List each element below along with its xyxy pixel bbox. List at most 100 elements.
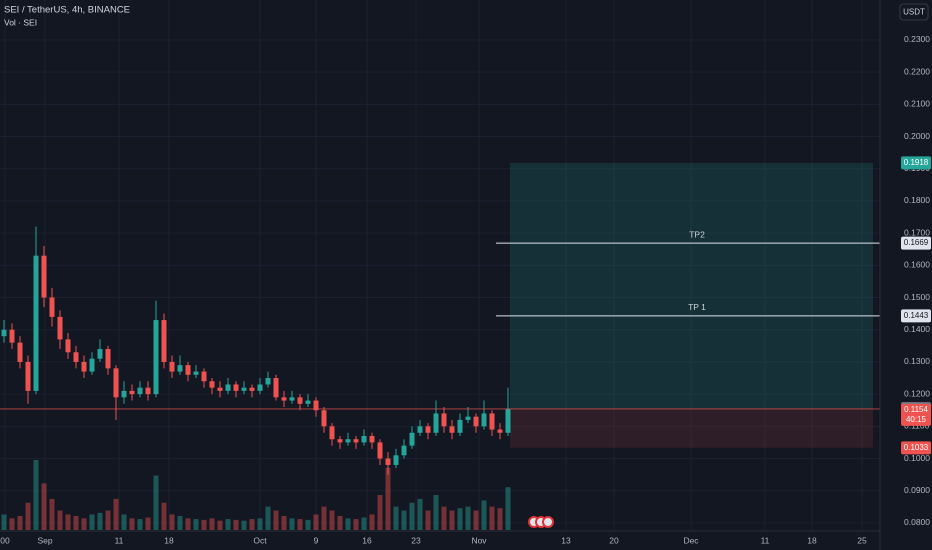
candle-body [25, 361, 31, 391]
candle-body [321, 410, 327, 427]
y-tick-label: 0.0900 [904, 485, 930, 495]
candle-body [289, 397, 295, 401]
y-tick-label: 0.1400 [904, 324, 930, 334]
currency-button-label[interactable]: USDT [903, 8, 925, 17]
volume-bar [41, 483, 47, 530]
candle-body [97, 349, 103, 359]
candle-body [233, 384, 239, 391]
candle-body [129, 390, 135, 395]
candle-body [65, 339, 71, 353]
x-tick-label: 20 [609, 535, 619, 545]
y-tick-label: 0.2200 [904, 66, 930, 76]
candle-body [457, 419, 463, 433]
volume-bar [465, 506, 471, 530]
candle-body [369, 435, 375, 443]
volume-bar [129, 518, 135, 530]
volume-bar [393, 506, 399, 530]
x-tick-label: Nov [471, 535, 487, 545]
y-tick-label: 0.1800 [904, 195, 930, 205]
y-tick-label: 0.1000 [904, 453, 930, 463]
candle-body [145, 387, 151, 395]
volume-bar [297, 519, 303, 530]
candle-body [305, 400, 311, 404]
volume-bar [169, 514, 175, 530]
candle-body [169, 361, 175, 372]
volume-bar [33, 460, 39, 530]
x-tick-label: 11 [761, 535, 770, 545]
y-tick-label: 0.0800 [904, 517, 930, 527]
volume-bar [449, 510, 455, 530]
volume-bar [17, 516, 23, 530]
candle-body [409, 432, 415, 446]
candle-body [177, 365, 183, 372]
y-tick-label: 0.2100 [904, 99, 930, 109]
candle-body [153, 320, 159, 395]
candle-body [17, 342, 23, 362]
volume-bar [265, 506, 271, 530]
volume-bar [385, 467, 391, 530]
volume-bar [225, 519, 231, 530]
x-tick-label: 00 [0, 535, 10, 545]
volume-bar [369, 514, 375, 530]
candle-body [313, 400, 319, 411]
volume-bar [1, 514, 7, 530]
profit-zone [510, 162, 873, 409]
volume-bar [281, 516, 287, 530]
volume-bar [145, 517, 151, 530]
volume-bar [121, 514, 127, 530]
plot: TP2 TP 1 [0, 162, 880, 530]
volume-bar [9, 518, 15, 530]
candle-body [433, 413, 439, 433]
price-badge [901, 309, 931, 323]
currency-button[interactable] [899, 3, 929, 21]
volume-bar [489, 506, 495, 530]
volume-bar [241, 520, 247, 530]
y-tick-label: 0.1200 [904, 388, 930, 398]
candle-body [481, 413, 487, 427]
volume-label: Vol · SEI [4, 17, 37, 27]
x-tick-label: Sep [37, 535, 52, 545]
candle-body [209, 381, 215, 388]
candle-body [137, 387, 143, 395]
candle-body [113, 368, 119, 398]
volume-bar [289, 518, 295, 530]
candle-body [193, 371, 199, 375]
volume-bar [505, 487, 511, 530]
candle-body [497, 429, 503, 433]
y-tick-label: 0.2000 [904, 131, 930, 141]
y-tick-label: 0.1500 [904, 292, 930, 302]
candle-body [505, 408, 511, 433]
candle-body [329, 426, 335, 440]
x-tick-label: 25 [857, 535, 867, 545]
candle-body [393, 455, 399, 465]
tp-line-label: TP 1 [688, 302, 706, 312]
stop-badge-label: 0.1033 [904, 443, 929, 452]
target-badge-label: 0.1918 [904, 158, 929, 167]
volume-bar [353, 519, 359, 530]
volume-bar [185, 518, 191, 530]
candle-body [121, 390, 127, 398]
candle-body [361, 435, 367, 443]
candle-body [473, 416, 479, 427]
volume-bar [65, 514, 71, 530]
candle-body [401, 445, 407, 456]
y-tick-label: 0.2300 [904, 34, 930, 44]
candle-body [449, 426, 455, 433]
volume-bar [201, 519, 207, 530]
event-icon[interactable] [542, 516, 554, 528]
volume-bar [81, 518, 87, 530]
x-tick-label: Oct [253, 535, 267, 545]
entry-badge [901, 403, 931, 426]
price-badge [901, 236, 931, 250]
tp-line-label: TP2 [689, 229, 705, 239]
candle-body [161, 320, 167, 362]
candle-body [377, 442, 383, 459]
volume-bar [257, 518, 263, 530]
volume-bar [273, 510, 279, 530]
x-tick-label: Dec [683, 535, 699, 545]
y-tick-label: 0.1300 [904, 356, 930, 366]
candle-body [57, 316, 63, 340]
volume-bar [105, 510, 111, 530]
volume-bar [25, 502, 31, 530]
